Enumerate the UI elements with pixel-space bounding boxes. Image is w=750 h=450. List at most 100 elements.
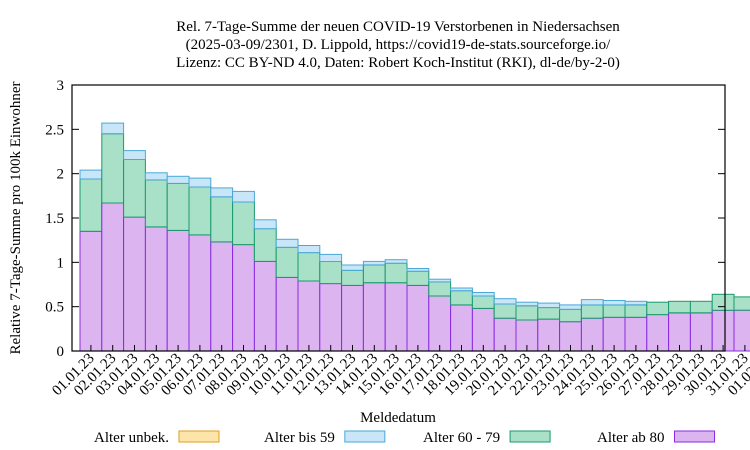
- bar-alter-60-79-18.01.23: [450, 290, 473, 306]
- bar-alter-bis-59-14.01.23: [362, 260, 386, 266]
- bar-alter-bis-59-09.01.23: [253, 219, 277, 230]
- bar-alter-60-79-24.01.23: [580, 304, 604, 319]
- bar-alter-60-79-21.01.23: [515, 305, 539, 321]
- bar-alter-60-79-01.01.23: [79, 178, 103, 232]
- bar-alter-ab-80-10.01.23: [275, 276, 299, 352]
- bar-alter-ab-80-14.01.23: [362, 282, 386, 352]
- bar-alter-60-79-20.01.23: [493, 303, 517, 319]
- bar-alter-60-79-29.01.23: [689, 300, 713, 314]
- bar-alter-60-79-28.01.23: [668, 300, 691, 314]
- bar-alter-60-79-08.01.23: [232, 201, 255, 246]
- bar-alter-60-79-16.01.23: [406, 270, 430, 286]
- bar-alter-bis-59-17.01.23: [428, 278, 452, 283]
- legend-swatch-alter-unbek-: [178, 430, 220, 443]
- bar-alter-60-79-07.01.23: [210, 196, 234, 243]
- y-tick-label: 0: [57, 344, 65, 360]
- bar-alter-60-79-12.01.23: [319, 260, 343, 285]
- bars-layer: [79, 122, 750, 352]
- bar-alter-bis-59-24.01.23: [580, 299, 604, 306]
- bar-alter-60-79-27.01.23: [646, 301, 670, 316]
- title-line-2: (2025-03-09/2301, D. Lippold, https://co…: [186, 37, 611, 53]
- bar-alter-60-79-10.01.23: [275, 246, 299, 278]
- bar-alter-bis-59-12.01.23: [319, 253, 343, 262]
- bar-alter-60-79-17.01.23: [428, 281, 452, 297]
- bar-alter-ab-80-03.01.23: [123, 216, 146, 352]
- bar-alter-60-79-04.01.23: [144, 179, 168, 228]
- bar-alter-60-79-09.01.23: [253, 228, 277, 262]
- legend-swatch-alter-bis-59: [344, 430, 386, 443]
- bar-alter-bis-59-04.01.23: [144, 172, 168, 181]
- bar-alter-ab-80-01.01.23: [79, 230, 103, 352]
- bar-alter-ab-80-16.01.23: [406, 284, 430, 352]
- bar-alter-bis-59-02.01.23: [101, 122, 125, 135]
- bar-alter-60-79-25.01.23: [602, 304, 626, 318]
- bar-alter-ab-80-30.01.23: [711, 309, 735, 352]
- legend-label-alter-ab-80: Alter ab 80: [597, 430, 664, 446]
- chart-title: Rel. 7-Tage-Summe der neuen COVID-19 Ver…: [176, 19, 620, 71]
- bar-alter-bis-59-26.01.23: [624, 300, 648, 306]
- legend-label-alter-unbek-: Alter unbek.: [94, 430, 169, 446]
- legend-swatch-alter-ab-80: [673, 430, 715, 443]
- bar-alter-bis-59-08.01.23: [232, 190, 255, 203]
- bar-alter-60-79-02.01.23: [101, 133, 125, 204]
- bar-alter-bis-59-03.01.23: [123, 150, 146, 161]
- bar-alter-ab-80-04.01.23: [144, 226, 168, 352]
- bar-alter-bis-59-25.01.23: [602, 300, 626, 306]
- bar-alter-60-79-26.01.23: [624, 304, 648, 318]
- bar-alter-bis-59-21.01.23: [515, 301, 539, 307]
- bar-alter-ab-80-02.01.23: [101, 202, 125, 352]
- y-tick-label: 1: [57, 255, 65, 271]
- bar-alter-bis-59-05.01.23: [166, 175, 190, 184]
- bar-alter-60-79-14.01.23: [362, 264, 386, 284]
- bar-alter-bis-59-18.01.23: [450, 287, 473, 292]
- bar-alter-ab-80-07.01.23: [210, 241, 234, 352]
- bar-alter-ab-80-06.01.23: [188, 234, 212, 352]
- bar-alter-bis-59-07.01.23: [210, 187, 234, 198]
- bar-alter-60-79-13.01.23: [341, 269, 364, 286]
- bar-alter-ab-80-19.01.23: [471, 307, 495, 352]
- bar-alter-60-79-15.01.23: [384, 262, 408, 284]
- bar-alter-60-79-31.01.23: [733, 296, 750, 311]
- bar-alter-60-79-06.01.23: [188, 186, 212, 236]
- bar-alter-bis-59-10.01.23: [275, 238, 299, 248]
- legend-label-alter-60-79: Alter 60 - 79: [423, 430, 500, 446]
- title-line-1: Rel. 7-Tage-Summe der neuen COVID-19 Ver…: [176, 19, 620, 35]
- bar-alter-ab-80-09.01.23: [253, 260, 277, 352]
- bar-alter-bis-59-23.01.23: [559, 304, 582, 310]
- bar-alter-bis-59-01.01.23: [79, 169, 103, 180]
- bar-alter-60-79-11.01.23: [297, 252, 321, 282]
- bar-alter-ab-80-13.01.23: [341, 284, 364, 352]
- y-tick-label: 3: [57, 78, 65, 94]
- y-tick-label: 0.5: [45, 300, 64, 316]
- y-tick-label: 2.5: [45, 122, 64, 138]
- bar-alter-ab-80-08.01.23: [232, 244, 255, 352]
- bar-alter-bis-59-06.01.23: [188, 177, 212, 188]
- bar-alter-bis-59-15.01.23: [384, 259, 408, 264]
- bar-alter-bis-59-16.01.23: [406, 268, 430, 272]
- bar-alter-ab-80-11.01.23: [297, 280, 321, 352]
- y-tick-label: 2: [57, 167, 65, 183]
- bar-alter-ab-80-12.01.23: [319, 283, 343, 352]
- bar-alter-ab-80-17.01.23: [428, 295, 452, 352]
- bar-alter-60-79-23.01.23: [559, 308, 582, 323]
- bar-alter-60-79-22.01.23: [537, 307, 561, 320]
- bar-alter-ab-80-15.01.23: [384, 282, 408, 352]
- bar-alter-bis-59-13.01.23: [341, 264, 364, 271]
- y-tick-label: 1.5: [45, 211, 64, 227]
- y-axis-label: Relative 7-Tage-Summe pro 100k Einwohner: [8, 81, 24, 354]
- legend-label-alter-bis-59: Alter bis 59: [264, 430, 335, 446]
- bar-alter-bis-59-11.01.23: [297, 245, 321, 254]
- legend: Alter unbek. Alter bis 59 Alter 60 - 79 Alt…: [94, 430, 715, 446]
- bar-alter-60-79-19.01.23: [471, 295, 495, 309]
- bar-alter-ab-80-18.01.23: [450, 304, 473, 352]
- title-line-3: Lizenz: CC BY-ND 4.0, Daten: Robert Koch…: [176, 55, 620, 71]
- bar-alter-ab-80-05.01.23: [166, 229, 190, 352]
- bar-alter-60-79-30.01.23: [711, 293, 735, 311]
- bar-alter-60-79-05.01.23: [166, 182, 190, 231]
- legend-swatch-alter-60-79: [509, 430, 551, 443]
- x-axis-label: Meldedatum: [360, 410, 436, 426]
- bar-alter-ab-80-31.01.23: [733, 309, 750, 352]
- bar-alter-bis-59-22.01.23: [537, 302, 561, 309]
- bar-alter-60-79-03.01.23: [123, 159, 146, 218]
